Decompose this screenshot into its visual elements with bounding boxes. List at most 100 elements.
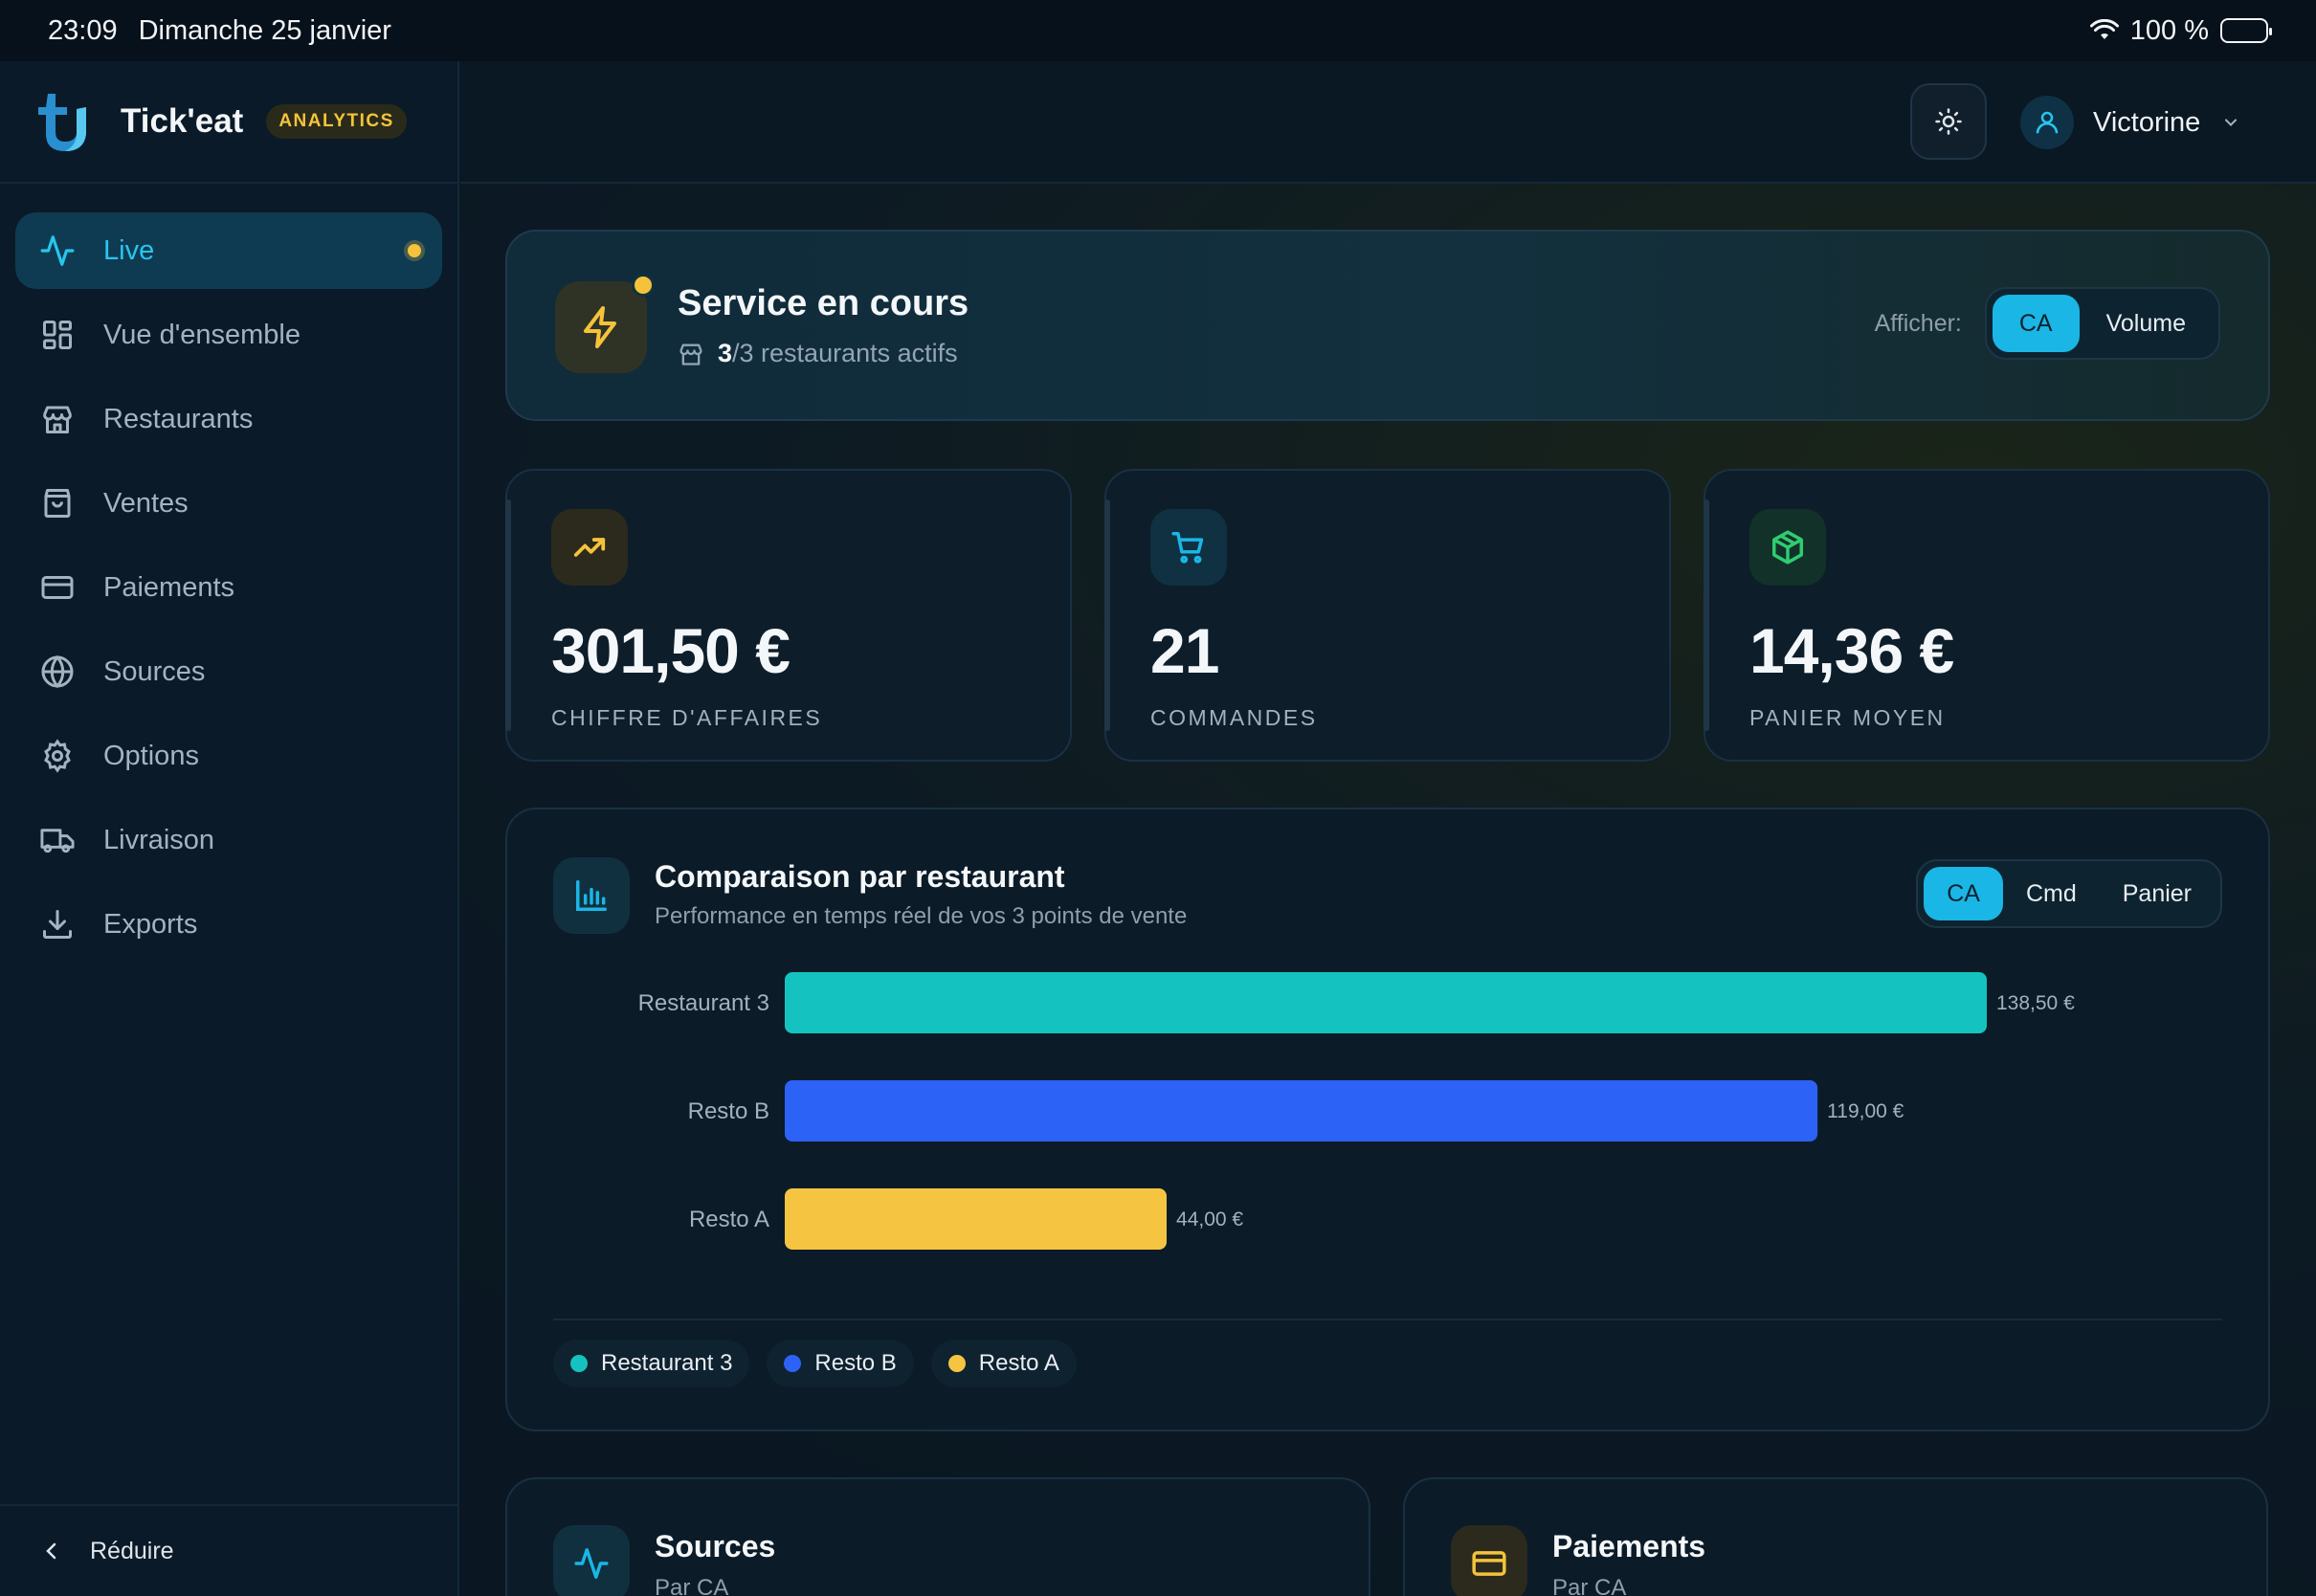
activity-icon xyxy=(38,232,77,270)
metric-segmented-control: CA Cmd Panier xyxy=(1916,859,2222,928)
sidebar-item-exports[interactable]: Exports xyxy=(15,886,442,963)
theme-toggle-button[interactable] xyxy=(1910,83,1987,160)
service-subtitle: 3 /3 restaurants actifs xyxy=(678,339,958,368)
collapse-sidebar-button[interactable]: Réduire xyxy=(0,1504,457,1596)
sun-icon xyxy=(1934,107,1963,136)
service-banner: Service en cours 3 /3 restaurants actifs… xyxy=(505,230,2270,421)
chevron-down-icon xyxy=(2221,113,2240,132)
bag-icon xyxy=(38,484,77,522)
active-restaurants-count: 3 xyxy=(718,339,733,367)
chart-divider xyxy=(553,1319,2222,1320)
display-label: Afficher: xyxy=(1874,309,1962,337)
store-icon xyxy=(38,400,77,438)
sidebar-item-sources[interactable]: Sources xyxy=(15,633,442,710)
display-option-ca[interactable]: CA xyxy=(1992,295,2080,352)
metric-option-panier[interactable]: Panier xyxy=(2122,879,2192,907)
status-date: Dimanche 25 janvier xyxy=(138,14,391,46)
credit-card-icon xyxy=(1451,1525,1527,1596)
legend-label: Restaurant 3 xyxy=(601,1350,733,1376)
kpi-label: CHIFFRE D'AFFAIRES xyxy=(551,705,823,730)
restaurants-total: /3 restaurants actifs xyxy=(732,339,958,367)
legend-swatch xyxy=(947,1355,966,1372)
card-title: Sources xyxy=(655,1529,776,1563)
kpi-card-orders: 21 COMMANDES xyxy=(1104,469,1671,762)
metric-option-cmd[interactable]: Cmd xyxy=(2025,879,2077,907)
bar-category-label: Resto A xyxy=(689,1207,769,1232)
bar-resto-b[interactable] xyxy=(785,1080,1818,1142)
battery-icon xyxy=(2220,18,2272,43)
kpi-value: 21 xyxy=(1150,615,1219,686)
kpi-label: COMMANDES xyxy=(1150,705,1318,730)
collapse-label: Réduire xyxy=(90,1537,174,1564)
gear-icon xyxy=(38,737,77,775)
analytics-badge: ANALYTICS xyxy=(266,104,407,139)
brand-name: Tick'eat xyxy=(121,102,244,140)
sidebar-item-label: Exports xyxy=(103,908,198,940)
chevron-left-icon xyxy=(40,1540,63,1563)
sidebar-item-live[interactable]: Live xyxy=(15,212,442,289)
legend-item[interactable]: Restaurant 3 xyxy=(553,1340,750,1387)
sidebar: Tick'eat ANALYTICS Live Vue d'ensemble xyxy=(0,61,459,1596)
battery-percent: 100 % xyxy=(2129,14,2209,46)
legend-swatch xyxy=(570,1355,588,1372)
status-time: 23:09 xyxy=(48,14,118,46)
display-option-volume[interactable]: Volume xyxy=(2105,309,2186,337)
status-right: 100 % xyxy=(2089,14,2272,47)
globe-icon xyxy=(38,653,77,691)
bar-value-label: 119,00 € xyxy=(1827,1100,1904,1122)
legend-item[interactable]: Resto A xyxy=(930,1340,1077,1387)
bar-chart-icon xyxy=(553,857,630,934)
bar-category-label: Restaurant 3 xyxy=(638,990,769,1016)
wifi-icon xyxy=(2089,19,2119,42)
bar-value-label: 138,50 € xyxy=(1996,992,2075,1014)
legend-label: Resto B xyxy=(814,1350,897,1376)
truck-icon xyxy=(38,821,77,859)
legend-label: Resto A xyxy=(978,1350,1059,1376)
credit-card-icon xyxy=(38,568,77,607)
cart-icon xyxy=(1150,509,1227,586)
display-toggle: Afficher: CA Volume xyxy=(1875,287,2220,360)
chart-legend: Restaurant 3 Resto B Resto A xyxy=(553,1340,1077,1387)
status-bar: 23:09 Dimanche 25 janvier 100 % xyxy=(0,0,2316,61)
bar-restaurant-3[interactable] xyxy=(785,972,1987,1033)
bar-value-label: 44,00 € xyxy=(1176,1208,1243,1230)
legend-item[interactable]: Resto B xyxy=(767,1340,914,1387)
kpi-label: PANIER MOYEN xyxy=(1749,705,1946,730)
sidebar-item-options[interactable]: Options xyxy=(15,718,442,794)
sidebar-item-label: Paiements xyxy=(103,571,235,603)
sources-card: Sources Par CA xyxy=(505,1477,1370,1596)
sidebar-item-label: Sources xyxy=(103,655,206,687)
top-header: Victorine xyxy=(460,61,2316,184)
comparison-subtitle: Performance en temps réel de vos 3 point… xyxy=(655,903,1188,929)
metric-option-ca[interactable]: CA xyxy=(1924,867,2003,920)
restaurant-comparison-card: Comparaison par restaurant Performance e… xyxy=(505,808,2270,1431)
card-title: Paiements xyxy=(1552,1529,1706,1563)
package-icon xyxy=(1749,509,1826,586)
sidebar-item-label: Live xyxy=(103,234,155,266)
sidebar-item-delivery[interactable]: Livraison xyxy=(15,802,442,878)
sidebar-item-label: Restaurants xyxy=(103,403,254,434)
kpi-value: 301,50 € xyxy=(551,615,791,686)
bar-resto-a[interactable] xyxy=(785,1188,1168,1250)
sidebar-nav: Live Vue d'ensemble Restaurants Ventes xyxy=(0,184,457,963)
comparison-title: Comparaison par restaurant xyxy=(655,859,1065,894)
sidebar-item-payments[interactable]: Paiements xyxy=(15,549,442,626)
bolt-icon xyxy=(555,274,655,373)
user-name: Victorine xyxy=(2093,106,2201,138)
trending-up-icon xyxy=(551,509,628,586)
service-live-dot xyxy=(632,274,655,297)
download-icon xyxy=(38,905,77,943)
kpi-row: 301,50 € CHIFFRE D'AFFAIRES 21 COMMANDES… xyxy=(505,469,2270,762)
activity-icon xyxy=(553,1525,630,1596)
user-menu[interactable]: Victorine xyxy=(2020,87,2240,158)
store-icon xyxy=(678,341,704,367)
service-title: Service en cours xyxy=(678,283,969,323)
sidebar-item-sales[interactable]: Ventes xyxy=(15,465,442,542)
legend-swatch xyxy=(784,1355,802,1372)
sidebar-item-overview[interactable]: Vue d'ensemble xyxy=(15,297,442,373)
kpi-value: 14,36 € xyxy=(1749,615,1954,686)
display-segmented-control: CA Volume xyxy=(1984,287,2220,360)
sidebar-item-label: Vue d'ensemble xyxy=(103,319,301,350)
sidebar-item-restaurants[interactable]: Restaurants xyxy=(15,381,442,457)
brand[interactable]: Tick'eat ANALYTICS xyxy=(0,61,457,184)
